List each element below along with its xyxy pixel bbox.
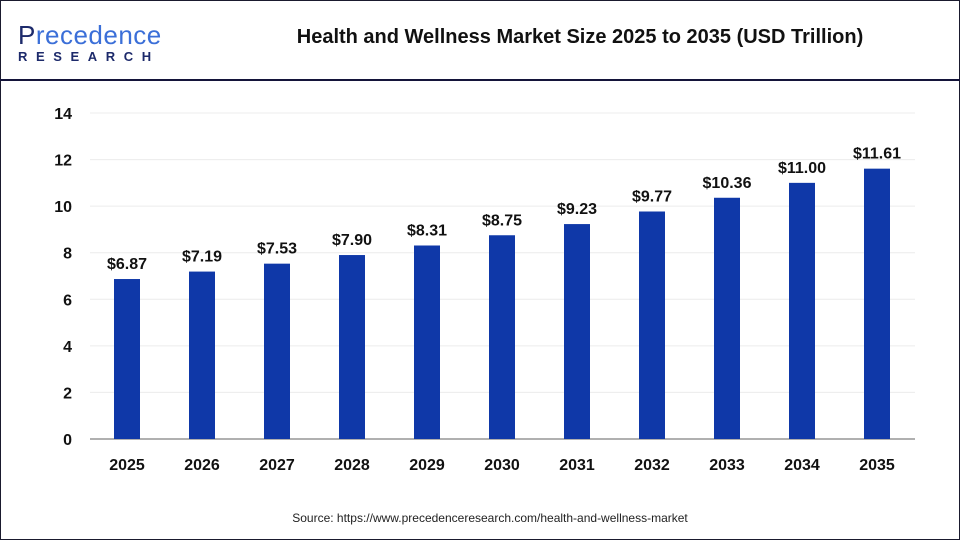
y-tick-label: 4 [63,339,72,356]
x-tick-label: 2025 [109,457,145,474]
y-tick-label: 8 [63,246,72,263]
bar-2032 [639,211,665,439]
data-label: $10.36 [703,175,752,192]
x-tick-label: 2031 [559,457,595,474]
bar-2035 [864,168,890,439]
data-label: $8.75 [482,212,522,229]
x-tick-label: 2027 [259,457,295,474]
bar-2027 [264,263,290,439]
y-tick-label: 10 [54,199,72,216]
chart-title: Health and Wellness Market Size 2025 to … [296,26,864,48]
data-label: $6.87 [107,256,147,273]
y-tick-label: 14 [54,106,72,123]
y-tick-label: 6 [63,292,72,309]
data-label: $8.31 [407,222,447,239]
y-tick-label: 0 [63,432,72,449]
bar-2034 [789,182,815,439]
x-tick-label: 2033 [709,457,745,474]
x-tick-label: 2026 [184,457,220,474]
data-label: $9.23 [557,201,597,218]
bar-2028 [339,255,365,439]
precedence-research-logo: Precedence RESEARCH [18,20,162,64]
data-label: $9.77 [632,188,672,205]
x-tick-label: 2029 [409,457,445,474]
bar-2031 [564,224,590,439]
bar-2029 [414,245,440,439]
x-tick-label: 2034 [784,457,820,474]
x-tick-label: 2028 [334,457,370,474]
data-label: $7.53 [257,241,297,258]
y-tick-label: 12 [54,153,72,170]
x-tick-label: 2030 [484,457,520,474]
x-tick-label: 2032 [634,457,670,474]
bar-2025 [114,279,140,439]
source-note: Source: https://www.precedenceresearch.c… [292,511,688,525]
data-label: $11.00 [778,160,826,177]
y-tick-label: 2 [63,385,72,402]
x-tick-label: 2035 [859,457,895,474]
header: Precedence RESEARCH Health and Wellness … [0,0,960,81]
bar-2030 [489,235,515,439]
data-label: $7.90 [332,232,372,249]
bar-2033 [714,197,740,439]
data-label: $11.61 [853,146,901,163]
bar-2026 [189,271,215,439]
data-label: $7.19 [182,249,222,266]
